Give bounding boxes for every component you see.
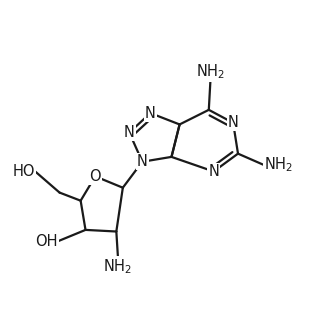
Text: NH$_2$: NH$_2$	[196, 62, 225, 81]
Text: NH$_2$: NH$_2$	[104, 257, 132, 276]
Text: NH$_2$: NH$_2$	[264, 156, 293, 174]
Text: N: N	[145, 106, 156, 120]
Text: N: N	[208, 164, 219, 179]
Text: O: O	[89, 169, 101, 184]
Text: N: N	[137, 154, 148, 169]
Text: HO: HO	[13, 164, 35, 179]
Text: OH: OH	[35, 234, 58, 249]
Text: N: N	[124, 125, 135, 140]
Text: N: N	[228, 115, 239, 130]
